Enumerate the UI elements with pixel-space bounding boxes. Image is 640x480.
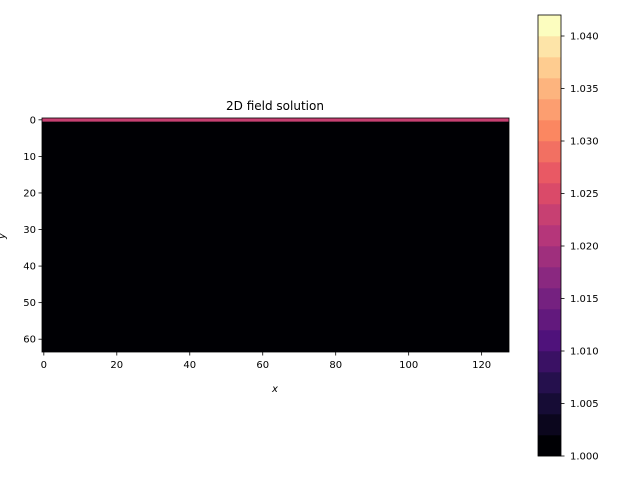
y-tick-label: 30 (23, 225, 36, 236)
x-axis-label: x (271, 384, 278, 395)
field-body (42, 118, 509, 352)
colorbar-level (538, 435, 561, 457)
colorbar-level (538, 204, 561, 226)
y-axis: 0 10 20 30 40 50 60 (23, 115, 42, 346)
colorbar-level (538, 78, 561, 100)
colorbar-tick-label: 1.030 (570, 137, 599, 148)
colorbar-tick-label: 1.010 (570, 347, 599, 358)
colorbar-level (538, 57, 561, 79)
colorbar-tick-label: 1.025 (570, 189, 599, 200)
colorbar: 1.000 1.005 1.010 1.015 1.020 1.025 1.030 1.035… (537, 14, 599, 463)
y-tick-label: 20 (23, 188, 36, 199)
colorbar-level (538, 330, 561, 352)
colorbar-level (538, 309, 561, 331)
colorbar-level (538, 15, 561, 37)
plot-frame (41, 117, 510, 353)
y-tick-label: 0 (30, 115, 36, 126)
chart-title: 2D field solution (226, 99, 324, 113)
colorbar-level (538, 183, 561, 205)
colorbar-level (538, 246, 561, 268)
y-tick-label: 50 (23, 298, 36, 309)
x-tick-label: 100 (399, 360, 418, 371)
x-tick-label: 120 (472, 360, 491, 371)
y-tick-label: 60 (23, 335, 36, 346)
colorbar-level (538, 225, 561, 247)
x-tick-label: 0 (41, 360, 47, 371)
colorbar-level (538, 36, 561, 58)
x-tick-label: 80 (329, 360, 342, 371)
heatmap-plot (41, 117, 510, 353)
colorbar-tick-label: 1.015 (570, 294, 599, 305)
y-axis-label: y (0, 232, 8, 240)
colorbar-level (538, 162, 561, 184)
colorbar-level (538, 99, 561, 121)
colorbar-tick-label: 1.035 (570, 84, 599, 95)
colorbar-level (538, 288, 561, 310)
colorbar-tick-label: 1.000 (570, 452, 599, 463)
colorbar-level (538, 372, 561, 394)
colorbar-tick-label: 1.040 (570, 32, 599, 43)
y-tick-label: 40 (23, 262, 36, 273)
x-tick-label: 40 (183, 360, 196, 371)
colorbar-level (538, 141, 561, 163)
x-tick-label: 20 (110, 360, 123, 371)
colorbar-level (538, 393, 561, 415)
colorbar-level (538, 267, 561, 289)
colorbar-tick-label: 1.020 (570, 242, 599, 253)
y-tick-label: 10 (23, 152, 36, 163)
x-tick-label: 60 (256, 360, 269, 371)
colorbar-level (538, 414, 561, 436)
x-axis: 0 20 40 60 80 100 120 (41, 352, 491, 371)
colorbar-level (538, 351, 561, 373)
field-top-row (42, 118, 509, 122)
colorbar-tick-label: 1.005 (570, 399, 599, 410)
colorbar-level (538, 120, 561, 142)
